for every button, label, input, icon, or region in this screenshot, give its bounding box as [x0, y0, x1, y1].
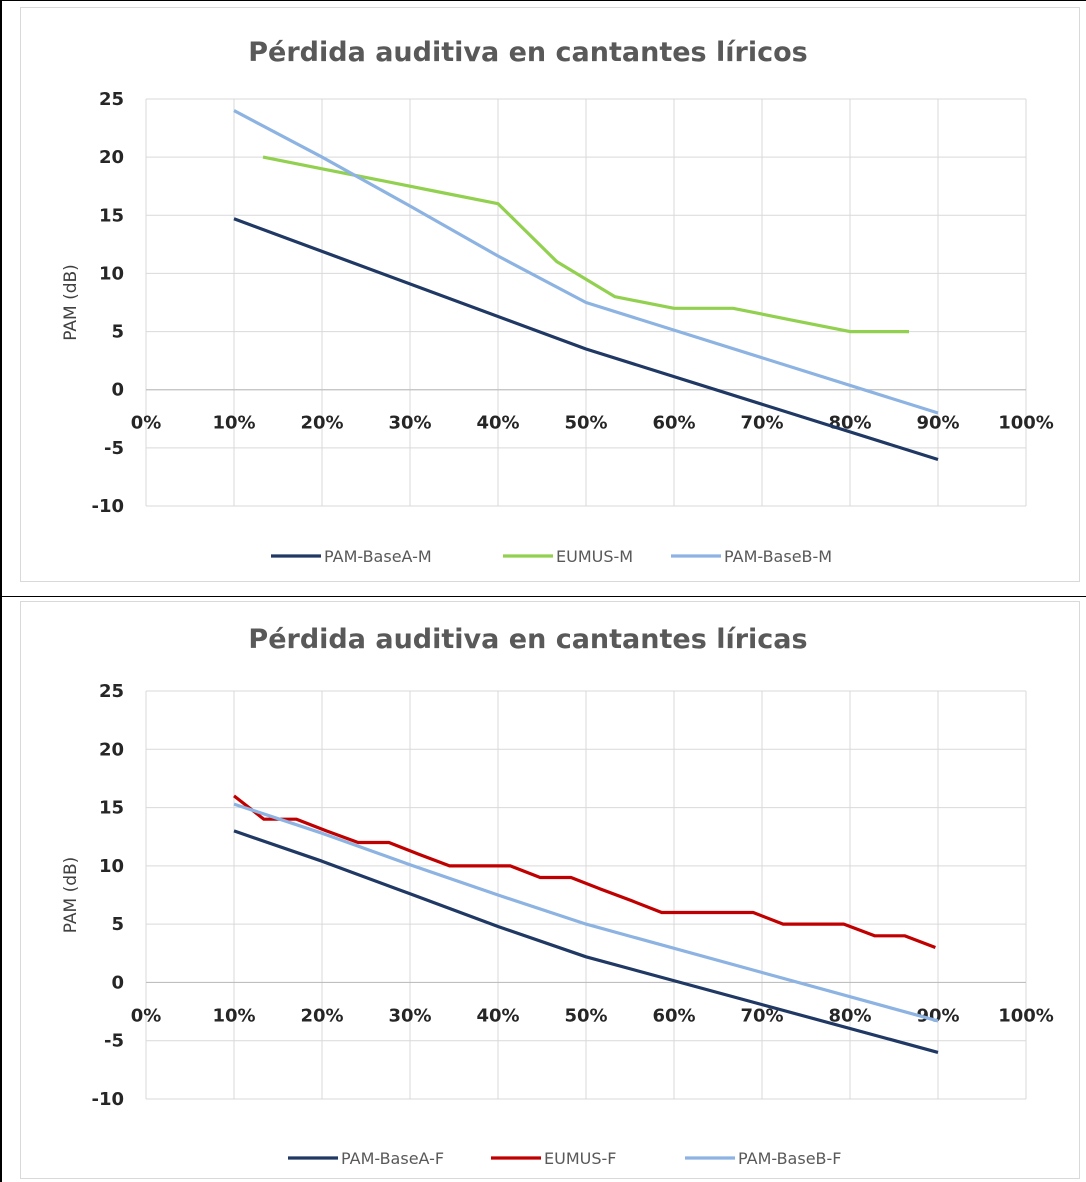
y-tick-label: 5 [111, 914, 124, 935]
legend-label: EUMUS-F [544, 1149, 616, 1168]
chart-male: Pérdida auditiva en cantantes líricos 25 2… [61, 37, 1054, 566]
y-axis-label: PAM (dB) [61, 264, 81, 341]
x-tick-label: 30% [388, 1005, 431, 1026]
y-tick-label: 15 [99, 798, 124, 819]
series-line-eumus-m [262, 155, 909, 334]
legend-item-pam-basea-f: PAM-BaseA-F [288, 1149, 444, 1168]
x-tick-label: 40% [476, 1005, 519, 1026]
legend-item-pam-baseb-m: PAM-BaseB-M [671, 547, 832, 566]
y-tick-label: 20 [99, 739, 124, 760]
y-tick-label: -10 [91, 496, 124, 517]
chart-cell-male: Pérdida auditiva en cantantes líricos 25 2… [0, 0, 1086, 596]
chart-female: Pérdida auditiva en cantantes líricas 25 2… [61, 624, 1054, 1168]
x-tick-label: 70% [740, 413, 783, 434]
x-tick-label: 60% [652, 413, 695, 434]
x-tick-label: 70% [740, 1005, 783, 1026]
y-tick-label: -10 [91, 1089, 124, 1110]
legend-label: PAM-BaseB-M [724, 547, 832, 566]
y-tick-label: -5 [104, 1031, 124, 1052]
legend-item-eumus-m: EUMUS-M [503, 547, 633, 566]
x-tick-label: 20% [300, 1005, 343, 1026]
chart-frame-male: Pérdida auditiva en cantantes líricos 25 2… [20, 7, 1080, 582]
x-tick-label: 90% [916, 413, 959, 434]
x-tick-label: 50% [564, 1005, 607, 1026]
legend-item-pam-baseb-f: PAM-BaseB-F [685, 1149, 842, 1168]
series-line-eumus-f [233, 794, 936, 949]
legend-label: PAM-BaseA-M [324, 547, 432, 566]
x-tick-label: 10% [212, 1005, 255, 1026]
x-tick-label: 0% [131, 413, 162, 434]
x-tick-label: 30% [388, 413, 431, 434]
legend-label: EUMUS-M [556, 547, 633, 566]
y-tick-label: 0 [111, 972, 124, 993]
y-tick-label: -5 [104, 438, 124, 459]
y-tick-label: 10 [99, 263, 124, 284]
legend-label: PAM-BaseA-F [341, 1149, 444, 1168]
chart-title: Pérdida auditiva en cantantes líricas [248, 624, 807, 655]
x-tick-label: 40% [476, 413, 519, 434]
legend-item-eumus-f: EUMUS-F [491, 1149, 616, 1168]
series-line-pam-basea-f [233, 829, 939, 1054]
x-tick-label: 10% [212, 413, 255, 434]
x-tick-label: 20% [300, 413, 343, 434]
chart-cell-female: Pérdida auditiva en cantantes líricas 25 2… [0, 596, 1086, 1182]
series-line-pam-basea-m [233, 217, 939, 462]
y-tick-label: 5 [111, 322, 124, 343]
y-tick-label: 10 [99, 856, 124, 877]
x-tick-label: 0% [131, 1005, 162, 1026]
x-tick-label: 50% [564, 413, 607, 434]
x-tick-label: 80% [828, 1005, 871, 1026]
y-tick-label: 25 [99, 681, 124, 702]
legend-label: PAM-BaseB-F [738, 1149, 842, 1168]
y-tick-label: 25 [99, 89, 124, 110]
x-tick-label: 100% [998, 1005, 1054, 1026]
series-line-pam-baseb-f [233, 802, 939, 1023]
legend-item-pam-basea-m: PAM-BaseA-M [271, 547, 432, 566]
x-tick-label: 100% [998, 413, 1054, 434]
chart-title: Pérdida auditiva en cantantes líricos [248, 37, 807, 68]
series-line-pam-baseb-m [233, 109, 939, 415]
y-axis-label: PAM (dB) [61, 857, 81, 934]
y-tick-label: 15 [99, 205, 124, 226]
x-tick-label: 90% [916, 1005, 959, 1026]
y-tick-label: 20 [99, 147, 124, 168]
y-tick-label: 0 [111, 380, 124, 401]
chart-frame-female: Pérdida auditiva en cantantes líricas 25 2… [20, 601, 1080, 1179]
x-tick-label: 60% [652, 1005, 695, 1026]
